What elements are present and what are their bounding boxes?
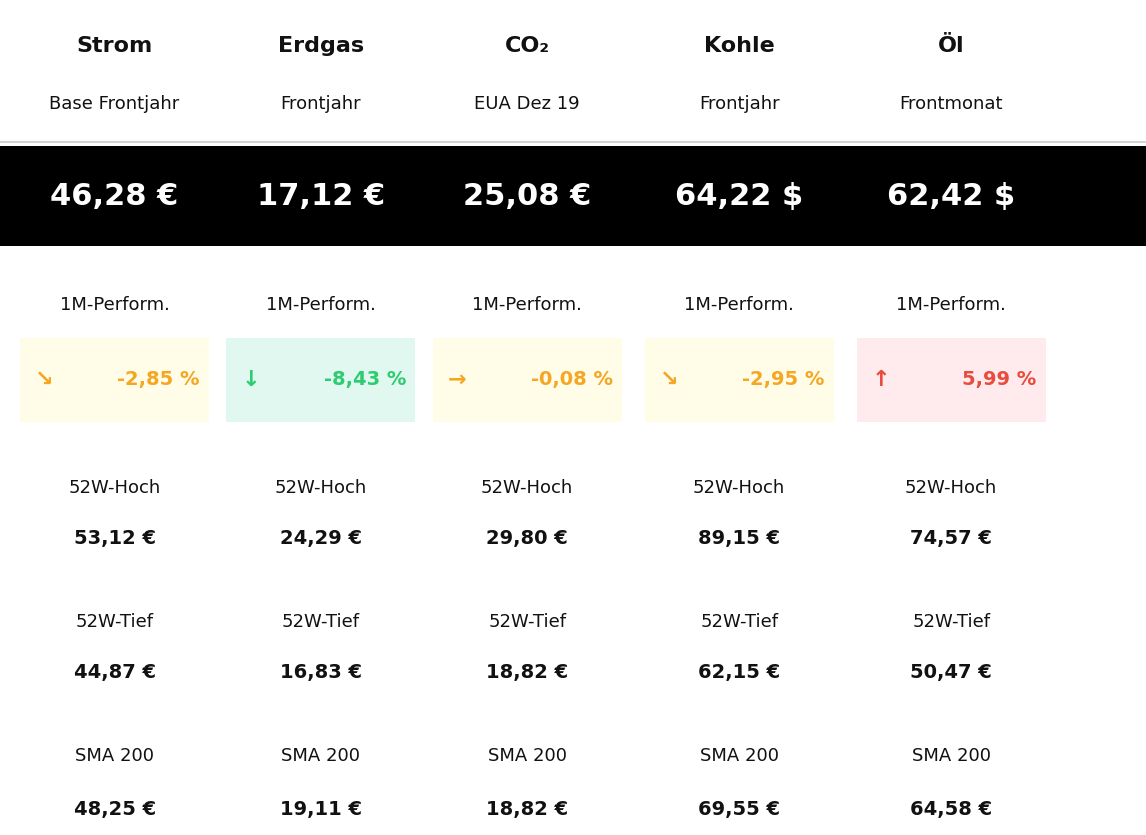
Text: SMA 200: SMA 200	[282, 746, 360, 765]
Text: Frontjahr: Frontjahr	[699, 95, 779, 114]
Text: 50,47 €: 50,47 €	[910, 663, 992, 681]
Text: 1M-Perform.: 1M-Perform.	[472, 296, 582, 314]
Text: 17,12 €: 17,12 €	[257, 182, 385, 210]
Text: Öl: Öl	[937, 36, 965, 56]
Text: ↘: ↘	[659, 370, 678, 390]
Text: 52W-Hoch: 52W-Hoch	[693, 479, 785, 498]
Text: 69,55 €: 69,55 €	[698, 801, 780, 819]
Text: 89,15 €: 89,15 €	[698, 529, 780, 548]
FancyBboxPatch shape	[19, 338, 209, 422]
Text: 29,80 €: 29,80 €	[486, 529, 568, 548]
Text: ↓: ↓	[241, 370, 260, 390]
Text: Frontjahr: Frontjahr	[281, 95, 361, 114]
Text: 18,82 €: 18,82 €	[486, 801, 568, 819]
Text: 1M-Perform.: 1M-Perform.	[266, 296, 376, 314]
Text: -0,08 %: -0,08 %	[531, 371, 612, 389]
Text: CO₂: CO₂	[504, 36, 550, 56]
Text: 62,42 $: 62,42 $	[887, 182, 1015, 210]
Text: 52W-Hoch: 52W-Hoch	[275, 479, 367, 498]
Text: 52W-Hoch: 52W-Hoch	[69, 479, 160, 498]
Text: 5,99 %: 5,99 %	[963, 371, 1036, 389]
Text: 52W-Tief: 52W-Tief	[76, 613, 154, 631]
Text: ↑: ↑	[871, 370, 890, 390]
FancyBboxPatch shape	[432, 338, 621, 422]
Text: Erdgas: Erdgas	[277, 36, 364, 56]
Text: 52W-Tief: 52W-Tief	[700, 613, 778, 631]
FancyBboxPatch shape	[0, 146, 1146, 246]
Text: 52W-Tief: 52W-Tief	[488, 613, 566, 631]
Text: 53,12 €: 53,12 €	[73, 529, 156, 548]
Text: 1M-Perform.: 1M-Perform.	[684, 296, 794, 314]
Text: 46,28 €: 46,28 €	[50, 182, 179, 210]
Text: -8,43 %: -8,43 %	[324, 371, 406, 389]
Text: 52W-Hoch: 52W-Hoch	[481, 479, 573, 498]
Text: SMA 200: SMA 200	[912, 746, 990, 765]
Text: -2,85 %: -2,85 %	[118, 371, 199, 389]
Text: 19,11 €: 19,11 €	[280, 801, 362, 819]
Text: 48,25 €: 48,25 €	[73, 801, 156, 819]
Text: →: →	[447, 370, 466, 390]
Text: 44,87 €: 44,87 €	[73, 663, 156, 681]
Text: SMA 200: SMA 200	[700, 746, 778, 765]
Text: Base Frontjahr: Base Frontjahr	[49, 95, 180, 114]
Text: 1M-Perform.: 1M-Perform.	[896, 296, 1006, 314]
Text: EUA Dez 19: EUA Dez 19	[474, 95, 580, 114]
FancyBboxPatch shape	[856, 338, 1045, 422]
Text: 18,82 €: 18,82 €	[486, 663, 568, 681]
Text: 52W-Hoch: 52W-Hoch	[905, 479, 997, 498]
Text: 24,29 €: 24,29 €	[280, 529, 362, 548]
Text: 16,83 €: 16,83 €	[280, 663, 362, 681]
Text: ↘: ↘	[34, 370, 54, 390]
Text: 52W-Tief: 52W-Tief	[282, 613, 360, 631]
Text: 1M-Perform.: 1M-Perform.	[60, 296, 170, 314]
Text: SMA 200: SMA 200	[76, 746, 154, 765]
Text: -2,95 %: -2,95 %	[743, 371, 824, 389]
Text: 25,08 €: 25,08 €	[463, 182, 591, 210]
FancyBboxPatch shape	[644, 338, 833, 422]
Text: Strom: Strom	[77, 36, 152, 56]
Text: Kohle: Kohle	[704, 36, 775, 56]
Text: Frontmonat: Frontmonat	[900, 95, 1003, 114]
Text: 64,58 €: 64,58 €	[910, 801, 992, 819]
FancyBboxPatch shape	[226, 338, 415, 422]
Text: 64,22 $: 64,22 $	[675, 182, 803, 210]
Text: 62,15 €: 62,15 €	[698, 663, 780, 681]
Text: 52W-Tief: 52W-Tief	[912, 613, 990, 631]
Text: SMA 200: SMA 200	[488, 746, 566, 765]
Text: 74,57 €: 74,57 €	[910, 529, 992, 548]
